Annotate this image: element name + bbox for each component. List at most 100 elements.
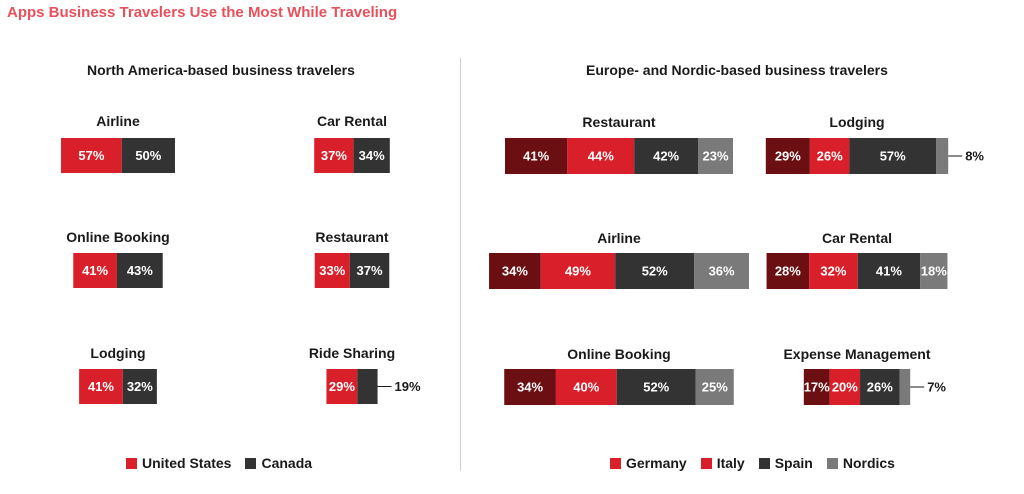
data-label-0-ride-sharing-united-states: 29%	[329, 379, 355, 394]
bar-segment-1-restaurant-spain	[634, 138, 699, 174]
europe-nordic-subtitle: Europe- and Nordic-based business travel…	[586, 62, 888, 78]
bar-segment-1-online-booking-nordics	[695, 369, 734, 405]
category-label-1-airline: Airline	[597, 230, 641, 246]
legend-swatch-italy	[700, 457, 712, 469]
legend-label-italy: Italy	[716, 455, 745, 471]
legend-label-united-states: United States	[142, 455, 232, 471]
legend-label-germany: Germany	[626, 455, 687, 471]
bar-segment-0-online-booking-canada	[116, 253, 163, 288]
category-label-0-car-rental: Car Rental	[317, 113, 387, 129]
data-label-1-car-rental-germany: 28%	[775, 264, 801, 279]
legend-swatch-germany	[610, 457, 621, 469]
bar-segment-1-lodging-germany	[765, 138, 810, 174]
data-label-1-airline-germany: 34%	[502, 264, 528, 279]
legend-item-nordics: Nordics	[826, 455, 895, 471]
bar-segment-0-ride-sharing-united-states	[326, 369, 358, 404]
legend-swatch-united-states	[126, 457, 137, 469]
legend-item-spain: Spain	[758, 455, 813, 471]
bar-segment-1-restaurant-germany	[505, 138, 568, 174]
bar-segment-1-online-booking-spain	[616, 369, 696, 405]
category-label-0-restaurant: Restaurant	[315, 229, 388, 245]
data-label-1-airline-nordics: 36%	[709, 264, 735, 279]
bar-segment-1-lodging-italy	[809, 138, 850, 174]
bar-segment-1-airline-germany	[489, 253, 541, 289]
data-label-0-airline-united-states: 57%	[78, 148, 104, 163]
europe-nordic-legend: Germany Italy Spain Nordics	[610, 455, 895, 471]
bar-segment-1-car-rental-germany	[766, 253, 810, 289]
data-label-0-restaurant-canada: 37%	[357, 263, 383, 278]
bar-segment-1-airline-italy	[540, 253, 616, 289]
data-label-1-online-booking-italy: 40%	[573, 380, 599, 395]
bar-segment-1-car-rental-spain	[857, 253, 921, 289]
legend-label-canada: Canada	[261, 455, 313, 471]
north-america-subtitle: North America-based business travelers	[87, 62, 355, 78]
legend-swatch-spain	[758, 457, 770, 469]
data-label-1-online-booking-spain: 52%	[643, 380, 669, 395]
category-label-1-expense-management: Expense Management	[783, 346, 930, 362]
data-label-0-lodging-canada: 32%	[127, 379, 153, 394]
data-label-1-restaurant-italy: 44%	[588, 149, 614, 164]
data-label-1-restaurant-nordics: 23%	[703, 149, 729, 164]
bar-segment-1-airline-nordics	[694, 253, 749, 289]
category-label-0-ride-sharing: Ride Sharing	[309, 345, 395, 361]
data-label-0-ride-sharing-canada: 19%	[395, 379, 421, 394]
chart-title: Apps Business Travelers Use the Most Whi…	[7, 4, 398, 21]
north-america-legend: United States Canada	[126, 455, 312, 471]
data-label-1-car-rental-spain: 41%	[876, 264, 902, 279]
legend-swatch-canada	[245, 457, 257, 469]
bar-segment-0-airline-united-states	[61, 138, 122, 173]
legend-label-nordics: Nordics	[842, 455, 895, 471]
data-label-1-lodging-spain: 57%	[880, 149, 906, 164]
data-label-1-expense-management-germany: 17%	[804, 380, 830, 395]
data-label-1-restaurant-spain: 42%	[653, 149, 679, 164]
data-label-0-restaurant-united-states: 33%	[319, 263, 345, 278]
data-label-0-car-rental-united-states: 37%	[321, 148, 347, 163]
bar-segment-0-airline-canada	[121, 138, 175, 173]
data-label-1-expense-management-spain: 26%	[867, 380, 893, 395]
data-label-0-airline-canada: 50%	[135, 148, 161, 163]
data-label-1-car-rental-italy: 32%	[820, 264, 846, 279]
data-label-0-car-rental-canada: 34%	[359, 148, 385, 163]
data-label-1-lodging-germany: 29%	[775, 149, 801, 164]
bar-segment-1-car-rental-italy	[809, 253, 858, 289]
legend-item-united-states: United States	[126, 455, 231, 471]
bar-segment-1-restaurant-nordics	[698, 138, 733, 174]
legend-label-spain: Spain	[774, 455, 813, 471]
bar-segment-1-lodging-spain	[849, 138, 937, 174]
bar-segment-0-online-booking-united-states	[73, 253, 117, 288]
data-label-1-airline-spain: 52%	[642, 264, 668, 279]
category-label-0-airline: Airline	[96, 113, 140, 129]
category-label-0-lodging: Lodging	[90, 345, 145, 361]
category-label-1-lodging: Lodging	[829, 114, 884, 130]
legend-item-italy: Italy	[700, 455, 745, 471]
bar-segment-0-restaurant-canada	[349, 253, 390, 288]
bar-segment-0-car-rental-canada	[353, 138, 390, 173]
data-label-1-expense-management-nordics: 7%	[927, 380, 946, 395]
data-label-1-expense-management-italy: 20%	[832, 380, 858, 395]
category-label-1-restaurant: Restaurant	[582, 114, 655, 130]
bar-segment-1-airline-spain	[615, 253, 695, 289]
legend-item-germany: Germany	[610, 455, 687, 471]
data-label-0-lodging-united-states: 41%	[88, 379, 114, 394]
data-label-1-car-rental-nordics: 18%	[921, 264, 947, 279]
bar-segment-1-lodging-nordics	[936, 138, 949, 174]
bar-segment-1-expense-management-germany	[803, 369, 830, 405]
data-label-1-online-booking-germany: 34%	[517, 380, 543, 395]
bar-segment-1-car-rental-nordics	[920, 253, 948, 289]
data-label-0-online-booking-united-states: 41%	[82, 263, 108, 278]
bar-segment-1-expense-management-spain	[860, 369, 900, 405]
data-label-0-online-booking-canada: 43%	[127, 263, 153, 278]
bar-segment-1-online-booking-italy	[555, 369, 617, 405]
bar-segment-1-online-booking-germany	[504, 369, 556, 405]
data-label-1-lodging-italy: 26%	[817, 149, 843, 164]
bar-segment-1-expense-management-nordics	[899, 369, 911, 405]
bar-segment-1-restaurant-italy	[567, 138, 635, 174]
bar-segment-0-lodging-united-states	[79, 369, 123, 404]
data-label-1-restaurant-germany: 41%	[523, 149, 549, 164]
bar-segment-0-restaurant-united-states	[314, 253, 350, 288]
bar-segment-0-ride-sharing-canada	[357, 369, 378, 404]
category-label-1-online-booking: Online Booking	[567, 346, 670, 362]
category-label-0-online-booking: Online Booking	[66, 229, 169, 245]
category-label-1-car-rental: Car Rental	[822, 230, 892, 246]
data-label-1-airline-italy: 49%	[565, 264, 591, 279]
